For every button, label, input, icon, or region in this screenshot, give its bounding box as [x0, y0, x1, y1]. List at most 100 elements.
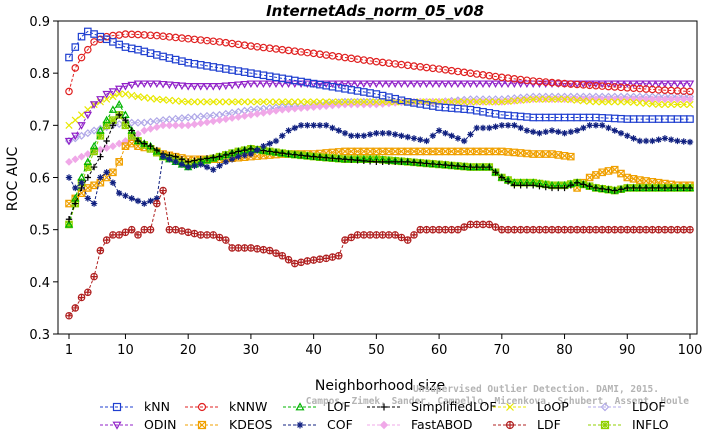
data-point: [674, 184, 681, 192]
data-point: [234, 81, 243, 90]
data-point: [648, 80, 657, 89]
data-point: [247, 98, 255, 106]
data-point: [295, 402, 305, 411]
data-point: [322, 102, 331, 110]
data-point: [103, 137, 110, 145]
data-point: [410, 231, 418, 239]
data-point: [65, 216, 73, 223]
data-point: [403, 80, 412, 89]
data-point: [391, 158, 399, 166]
data-point: [617, 186, 625, 193]
data-point: [328, 98, 337, 106]
data-point: [347, 233, 356, 242]
data-point: [71, 304, 80, 312]
data-point: [598, 225, 606, 234]
data-point: [428, 80, 438, 89]
data-point: [259, 245, 268, 254]
data-point: [96, 126, 105, 134]
data-point: [629, 98, 638, 107]
data-point: [65, 53, 73, 62]
data-point: [492, 123, 499, 130]
y-tick-label: 0.3: [29, 328, 50, 343]
data-point: [686, 138, 694, 146]
data-point: [196, 119, 205, 128]
data-point: [435, 127, 443, 134]
data-point: [648, 100, 656, 108]
data-point: [165, 96, 173, 104]
data-point: [511, 182, 518, 189]
data-point: [309, 103, 318, 111]
data-point: [379, 98, 387, 106]
data-point: [316, 122, 324, 129]
data-point: [686, 87, 694, 96]
data-point: [435, 161, 443, 168]
x-tick-label: 30: [243, 343, 260, 358]
data-point: [479, 124, 487, 132]
data-point: [529, 95, 537, 103]
data-point: [84, 174, 92, 181]
data-point: [486, 124, 493, 132]
data-point: [491, 147, 500, 156]
data-point: [103, 95, 111, 103]
data-point: [347, 80, 356, 89]
data-point: [497, 80, 507, 89]
data-point: [203, 118, 211, 127]
data-point: [629, 80, 638, 89]
data-point: [516, 80, 525, 89]
data-point: [284, 255, 293, 264]
data-point: [491, 223, 500, 231]
data-point: [177, 82, 187, 91]
data-point: [109, 179, 117, 186]
data-point: [140, 126, 149, 135]
data-point: [548, 95, 556, 103]
data-point: [279, 132, 286, 139]
data-point: [121, 110, 130, 119]
data-point: [585, 80, 594, 89]
series-layer: [64, 27, 695, 320]
data-point: [121, 228, 130, 236]
data-point: [686, 95, 694, 104]
data-point: [498, 225, 506, 234]
data-point: [353, 98, 362, 106]
data-point: [365, 80, 375, 89]
legend-label: LDF: [537, 417, 561, 432]
data-point: [611, 127, 618, 134]
data-point: [516, 149, 525, 157]
data-point: [554, 225, 563, 234]
data-point: [347, 98, 355, 106]
data-point: [642, 137, 650, 145]
data-point: [485, 98, 493, 106]
series-line: [68, 114, 690, 225]
data-point: [147, 143, 154, 150]
data-point: [178, 227, 186, 235]
data-point: [115, 189, 123, 197]
data-point: [548, 127, 556, 134]
data-point: [178, 161, 186, 168]
data-point: [177, 114, 186, 123]
data-point: [266, 98, 274, 106]
x-tick-label: 70: [494, 343, 511, 358]
data-point: [272, 106, 280, 115]
data-point: [522, 80, 532, 89]
data-point: [329, 154, 336, 162]
data-point: [297, 104, 305, 113]
data-point: [667, 136, 675, 143]
x-tick-label: 60: [431, 343, 448, 358]
data-point: [140, 93, 148, 102]
data-point: [667, 95, 676, 104]
data-point: [523, 96, 531, 104]
data-point: [109, 142, 117, 151]
series-line: [68, 103, 690, 225]
data-point: [222, 236, 230, 244]
data-point: [473, 163, 480, 171]
data-point: [554, 95, 562, 103]
data-point: [272, 137, 280, 145]
data-point: [611, 187, 618, 194]
data-point: [366, 158, 374, 165]
data-point: [390, 80, 400, 89]
data-point: [284, 98, 293, 106]
data-point: [641, 80, 651, 89]
data-point: [322, 254, 330, 263]
data-point: [234, 113, 243, 121]
data-point: [416, 147, 425, 156]
